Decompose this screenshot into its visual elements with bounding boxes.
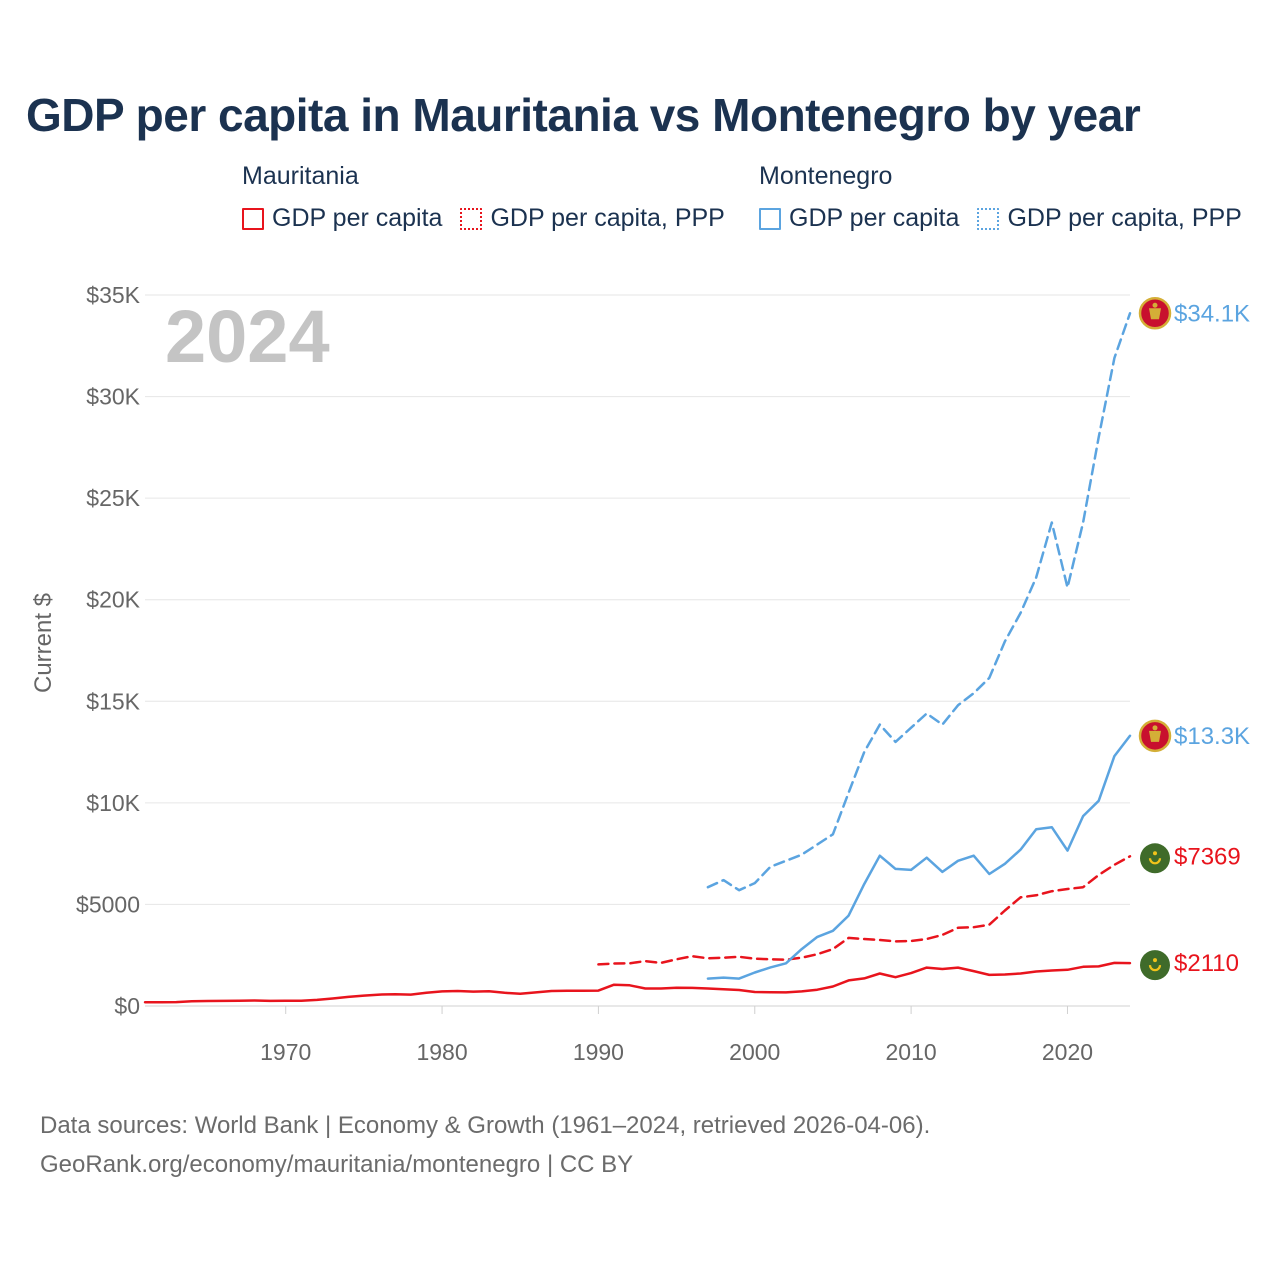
mauritania-flag-icon (1140, 843, 1170, 874)
legend-swatch-solid (242, 207, 264, 230)
eagle-emblem-icon (1149, 730, 1161, 742)
eagle-emblem-icon (1149, 308, 1161, 320)
x-tick-label: 1980 (416, 1039, 467, 1065)
axis-layer: $0 $5000 $10K $15K $20K $25K $30K $35K 1970 1980 1… (76, 282, 1093, 1065)
legend-group-title: Mauritania (242, 162, 359, 190)
y-tick-label: $20K (86, 587, 140, 613)
legend-swatch-solid (759, 207, 781, 230)
x-tick-label: 2000 (729, 1039, 780, 1065)
y-axis-title: Current $ (30, 593, 57, 693)
x-tick-label: 2020 (1042, 1039, 1093, 1065)
crescent-icon (1148, 858, 1162, 865)
chart-title: GDP per capita in Mauritania vs Monteneg… (26, 89, 1141, 141)
legend-group-title: Montenegro (759, 162, 893, 190)
footer-sources: Data sources: World Bank | Economy & Gro… (40, 1112, 931, 1139)
y-tick-label: $0 (114, 993, 140, 1019)
year-watermark: 2024 (165, 295, 330, 378)
legend-group-mauritania: Mauritania GDP per capita GDP per capita… (242, 162, 725, 233)
y-tick-label: $5000 (76, 891, 140, 917)
series-end-label: $34.1K (1174, 300, 1250, 327)
legend-item-mauritania-gdp-ppp[interactable]: GDP per capita, PPP (460, 204, 725, 233)
legend-item-mauritania-gdp[interactable]: GDP per capita (242, 204, 442, 233)
crescent-icon (1148, 964, 1162, 972)
mauritania-flag-icon (1140, 950, 1170, 981)
legend-item-montenegro-gdp-ppp[interactable]: GDP per capita, PPP (977, 204, 1242, 233)
legend-swatch-dotted (977, 207, 1000, 230)
legend-item-montenegro-gdp[interactable]: GDP per capita (759, 204, 959, 233)
series-end-label: $7369 (1174, 843, 1241, 870)
crown-icon (1152, 302, 1158, 308)
star-icon (1153, 851, 1157, 856)
series-end-label: $2110 (1174, 950, 1239, 977)
x-tick-label: 1970 (260, 1039, 311, 1065)
series-layer (143, 312, 1132, 1004)
legend-item-label: GDP per capita (789, 204, 960, 232)
x-tick-label: 1990 (573, 1039, 624, 1065)
legend-item-label: GDP per capita (272, 204, 443, 232)
legend-item-label: GDP per capita, PPP (490, 204, 725, 232)
series-line-mauritania-gdp-per-capita (143, 961, 1132, 1004)
series-line-montenegro-gdp-per-capita (706, 734, 1132, 980)
legend-group-montenegro: Montenegro GDP per capita GDP per capita… (759, 162, 1242, 233)
y-tick-label: $30K (86, 384, 140, 410)
y-tick-label: $25K (86, 485, 140, 511)
end-label-layer: $2110 $7369 $13.3K $34.1K (1138, 297, 1250, 981)
footer: Data sources: World Bank | Economy & Gro… (40, 1106, 930, 1184)
series-line-mauritania-gdp-per-capita-ppp (597, 855, 1132, 966)
series-line-montenegro-gdp-per-capita-ppp (706, 312, 1132, 892)
grid-layer (145, 294, 1130, 1014)
legend-item-label: GDP per capita, PPP (1007, 204, 1242, 232)
star-icon (1153, 958, 1157, 963)
footer-link[interactable]: GeoRank.org/economy/mauritania/montenegr… (40, 1151, 634, 1178)
crown-icon (1152, 725, 1158, 731)
series-end-label: $13.3K (1174, 723, 1250, 750)
legend-swatch-dotted (460, 207, 483, 230)
y-tick-label: $35K (86, 282, 140, 308)
x-tick-label: 2010 (886, 1039, 937, 1065)
y-tick-label: $15K (86, 688, 140, 714)
y-tick-label: $10K (86, 790, 140, 816)
